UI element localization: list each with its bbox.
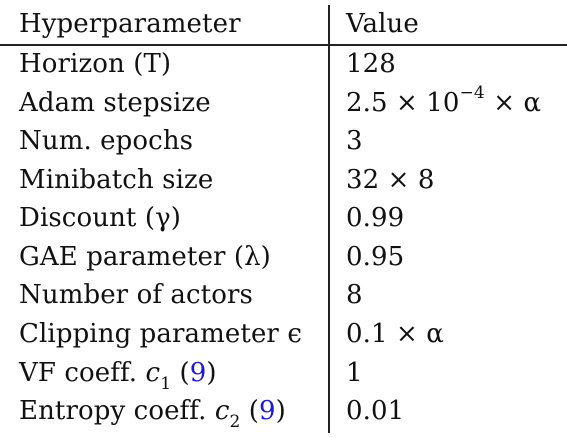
name-prefix: VF coeff. [19, 358, 146, 388]
value-tail: × α [484, 88, 542, 118]
name-symbol: c [214, 396, 230, 426]
header-rule [0, 44, 567, 46]
row-value: 0.99 [346, 203, 405, 233]
row-value: 32 × 8 [346, 165, 435, 195]
row-name: Clipping parameter ϵ [19, 319, 302, 349]
row-value: 0.95 [346, 242, 405, 272]
name-close-paren: ) [275, 396, 286, 426]
row-name: Horizon (T) [19, 49, 172, 79]
row-name: Number of actors [19, 280, 253, 310]
row-value: 128 [346, 49, 396, 79]
name-subscript: 1 [160, 374, 172, 395]
header-hyperparameter: Hyperparameter [19, 9, 241, 39]
row-value: 1 [346, 358, 363, 388]
row-name: Minibatch size [19, 165, 214, 195]
row-name: Entropy coeff. c2 (9) [19, 392, 286, 433]
row-value: 0.01 [346, 396, 405, 426]
row-name: Num. epochs [19, 126, 194, 156]
row-name: Discount (γ) [19, 203, 181, 233]
name-open-paren: ( [240, 396, 260, 426]
value-base: 2.5 × 10 [346, 88, 460, 118]
value-exponent: −4 [459, 83, 485, 104]
row-name: Adam stepsize [19, 88, 211, 118]
row-value: 3 [346, 126, 363, 156]
column-divider [328, 5, 330, 433]
row-value: 0.1 × α [346, 319, 444, 349]
row-value: 8 [346, 280, 363, 310]
equation-reference-link[interactable]: 9 [259, 396, 276, 426]
name-open-paren: ( [171, 358, 190, 388]
name-prefix: Entropy coeff. [19, 396, 215, 426]
row-value: 2.5 × 10−4 × α [346, 84, 541, 122]
row-name: GAE parameter (λ) [19, 242, 271, 272]
name-subscript: 2 [229, 412, 241, 433]
equation-reference-link[interactable]: 9 [189, 358, 207, 388]
name-close-paren: ) [206, 358, 217, 388]
name-symbol: c [145, 358, 161, 388]
row-name: VF coeff. c1 (9) [19, 354, 217, 395]
header-value: Value [346, 9, 419, 39]
